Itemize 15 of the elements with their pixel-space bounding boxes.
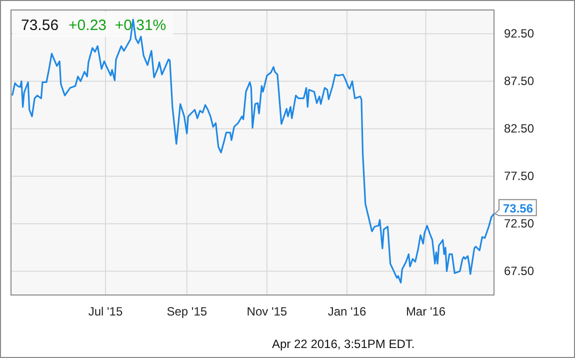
y-tick-label: 87.50 — [504, 74, 534, 88]
x-tick-label: Nov '15 — [246, 304, 288, 319]
x-tick-label: Mar '16 — [406, 304, 446, 319]
text: Apr 22 2016, 3:51PM EDT. — [272, 337, 415, 351]
line-series — [12, 18, 495, 284]
x-tick-label: Jul '15 — [88, 304, 123, 319]
y-tick-label: 72.50 — [504, 216, 534, 231]
text: 73.56 — [21, 17, 59, 34]
y-tick-label: 67.50 — [504, 264, 534, 278]
annotation: 73.56 — [503, 202, 534, 216]
x-tick-label: Sep '15 — [166, 304, 208, 319]
y-tick-label: 77.50 — [504, 169, 534, 184]
y-tick-label: 92.50 — [504, 26, 534, 41]
y-tick-label: 82.50 — [504, 122, 534, 136]
x-tick-label: Jan '16 — [328, 304, 366, 319]
